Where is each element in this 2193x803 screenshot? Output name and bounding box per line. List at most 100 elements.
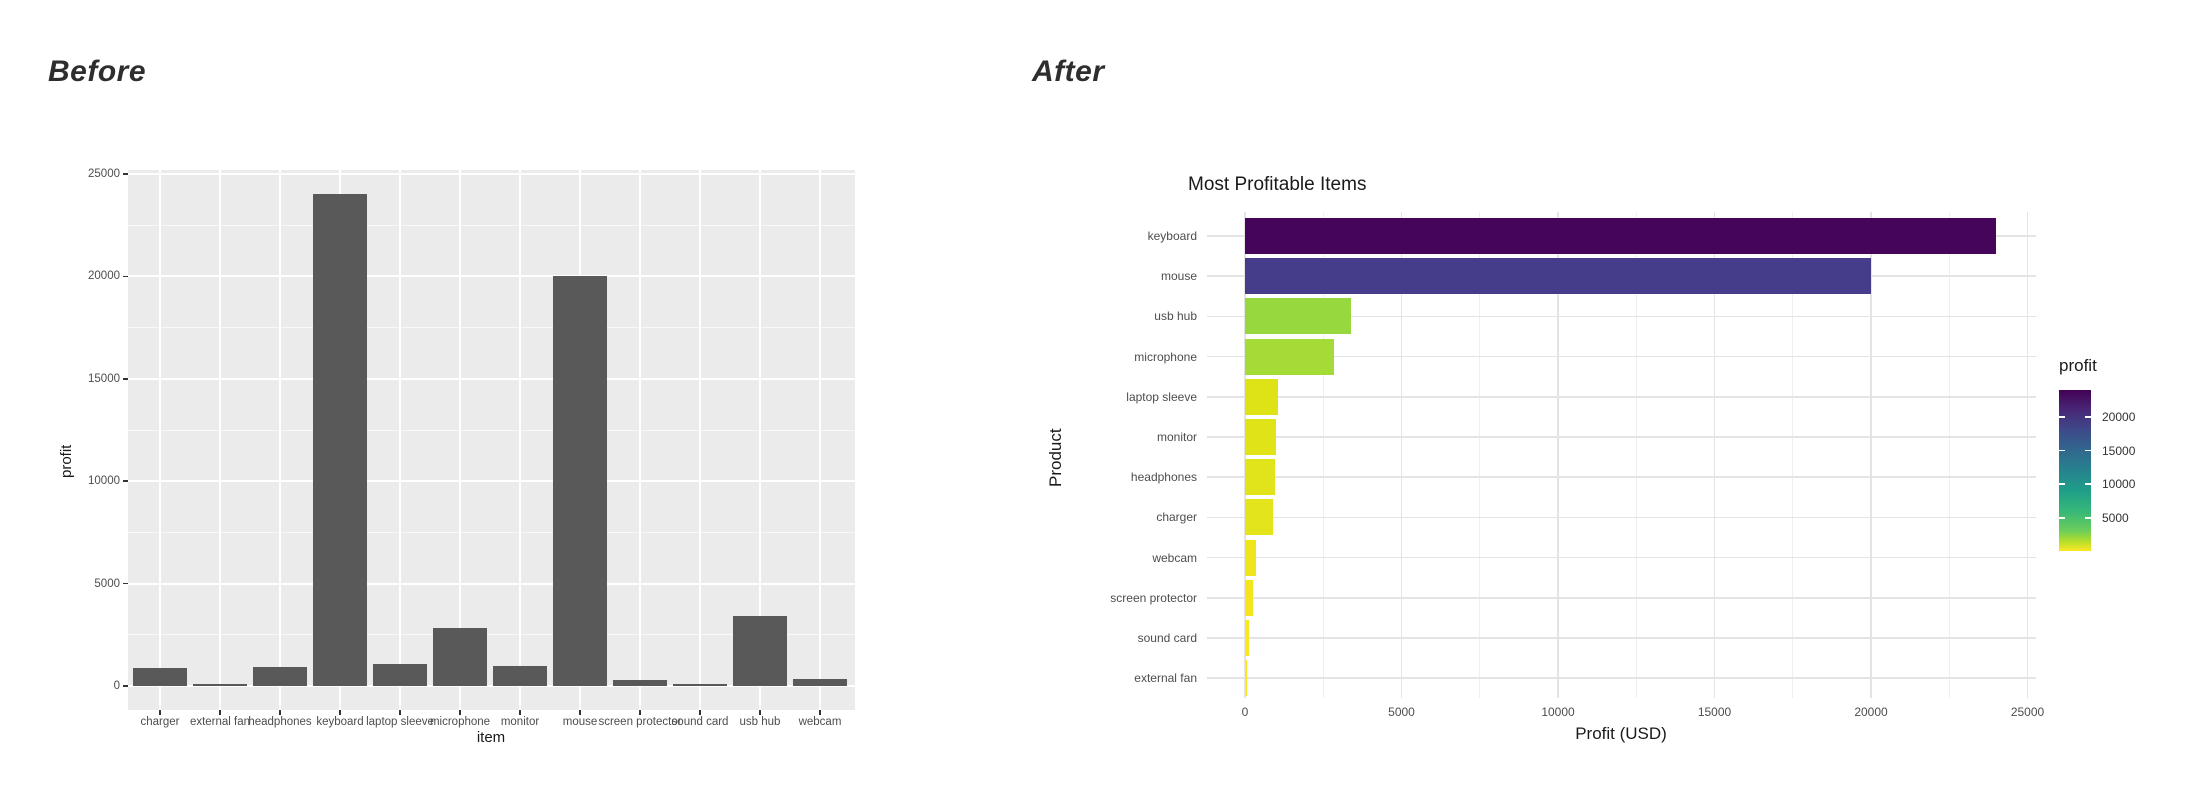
after-x-major-gridline [2026, 212, 2029, 698]
after-y-tick-label: external fan [1134, 671, 1197, 686]
before-bar-headphones [253, 666, 307, 686]
before-y-minor-gridline [128, 327, 855, 329]
before-y-tick-label: 20000 [88, 270, 120, 283]
before-x-tick-label: keyboard [316, 716, 364, 728]
after-y-tick-label: mouse [1160, 269, 1197, 284]
before-x-tickmark [699, 710, 701, 715]
before-x-tickmark [759, 710, 761, 715]
before-x-major-gridline [279, 170, 281, 710]
after-x-tick-label: 15000 [1697, 705, 1732, 719]
legend-tickmark [2085, 416, 2091, 418]
before-x-tickmark [639, 710, 641, 715]
after-y-tick-label: webcam [1152, 550, 1197, 565]
after-x-major-gridline [1400, 212, 1403, 698]
before-bar-external-fan [193, 684, 247, 686]
before-bar-webcam [793, 679, 847, 686]
before-y-tickmark [123, 378, 128, 380]
after-x-minor-gridline [1479, 212, 1481, 698]
before-x-tick-label: usb hub [739, 716, 781, 728]
after-y-tick-label: headphones [1130, 470, 1197, 485]
before-x-major-gridline [219, 170, 221, 710]
before-bar-usb-hub [733, 616, 787, 686]
after-bar-mouse [1245, 258, 1871, 295]
after-x-tick-label: 0 [1241, 705, 1249, 719]
after-bar-laptop-sleeve [1245, 378, 1278, 415]
before-y-tickmark [123, 275, 128, 278]
after-x-major-gridline [1713, 212, 1716, 698]
before-x-tickmark [819, 710, 821, 715]
legend-tickmark [2059, 516, 2065, 519]
after-bar-microphone [1245, 338, 1335, 375]
after-y-major-gridline [1207, 556, 2036, 559]
after-y-axis-title: Product [1046, 428, 1065, 487]
before-bar-keyboard [313, 194, 367, 686]
before-x-tickmark [219, 710, 221, 715]
before-x-major-gridline [699, 170, 701, 710]
legend-tick-label: 10000 [2102, 477, 2136, 492]
before-y-major-gridline [128, 377, 855, 380]
after-y-major-gridline [1207, 355, 2036, 358]
before-y-major-gridline [128, 275, 855, 278]
legend-tickmark [2059, 416, 2065, 418]
after-y-major-gridline [1207, 677, 2036, 679]
before-bar-microphone [433, 627, 487, 686]
after-y-tick-label: keyboard [1147, 229, 1197, 243]
after-heading: After [1032, 55, 1105, 88]
before-heading: Before [48, 55, 147, 88]
before-y-tickmark [123, 685, 128, 687]
after-x-minor-gridline [1792, 212, 1794, 698]
before-x-major-gridline [639, 170, 641, 710]
after-y-tick-label: laptop sleeve [1126, 389, 1197, 404]
before-x-tick-label: screen protector [598, 716, 682, 728]
legend-colorbar [2059, 390, 2091, 551]
before-bar-monitor [493, 665, 547, 686]
before-bar-sound-card [673, 683, 727, 686]
after-bar-webcam [1245, 539, 1256, 576]
after-y-tick-label: microphone [1134, 349, 1197, 364]
after-x-axis-title: Profit (USD) [1575, 724, 1667, 743]
before-y-major-gridline [128, 582, 855, 585]
after-bar-monitor [1245, 419, 1277, 455]
legend-tick-label: 20000 [2102, 409, 2136, 424]
before-x-tick-label: headphones [248, 716, 312, 728]
after-x-tick-label: 25000 [2010, 705, 2045, 719]
before-bar-screen-protector [613, 680, 667, 686]
legend-tickmark [2059, 449, 2065, 452]
after-bar-screen-protector [1245, 579, 1254, 616]
before-bar-charger [133, 667, 187, 686]
before-y-minor-gridline [128, 634, 855, 636]
after-x-tick-label: 20000 [1854, 705, 1888, 719]
after-x-major-gridline [1244, 212, 1246, 698]
before-x-tickmark [159, 710, 161, 715]
legend-tickmark [2059, 483, 2065, 485]
before-y-tickmark [123, 582, 128, 585]
before-y-tick-label: 10000 [88, 475, 120, 488]
before-y-tick-label: 0 [113, 680, 120, 692]
before-y-major-gridline [128, 173, 855, 175]
before-y-tickmark [123, 173, 128, 175]
after-y-tick-label: charger [1156, 510, 1197, 525]
after-y-major-gridline [1207, 476, 2036, 478]
legend-tickmark [2085, 516, 2091, 519]
before-y-major-gridline [128, 480, 855, 483]
after-y-major-gridline [1207, 436, 2036, 438]
before-x-tick-label: external fan [189, 716, 251, 728]
after-y-major-gridline [1207, 637, 2036, 639]
after-bar-charger [1245, 499, 1274, 536]
after-bar-usb-hub [1245, 298, 1352, 335]
legend-title: profit [2059, 356, 2097, 375]
after-y-major-gridline [1207, 396, 2036, 398]
before-x-tick-label: laptop sleeve [366, 716, 434, 728]
before-x-major-gridline [399, 170, 401, 710]
before-x-tickmark [579, 710, 581, 715]
after-x-major-gridline [1557, 212, 1559, 698]
after-bar-external-fan [1245, 660, 1247, 697]
before-y-minor-gridline [128, 224, 855, 226]
before-x-tickmark [339, 710, 341, 715]
before-x-major-gridline [819, 170, 821, 710]
after-bar-keyboard [1245, 218, 1997, 254]
before-x-tickmark [519, 710, 521, 715]
before-x-tick-label: monitor [500, 716, 540, 728]
